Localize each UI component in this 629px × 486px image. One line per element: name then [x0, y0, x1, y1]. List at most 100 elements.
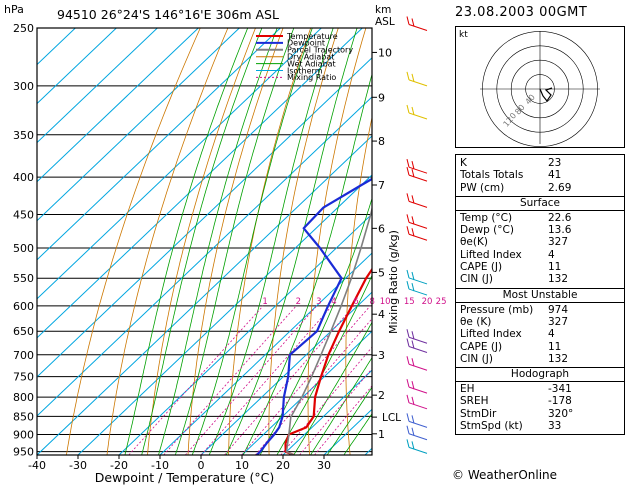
wind-barb-flag — [406, 394, 410, 403]
most-unstable-row: θe (K) 327 — [460, 315, 569, 328]
wind-barb-flag — [411, 73, 415, 82]
surface-section: Temp (°C) 22.6 Dewp (°C) 13.6 θe(K) 327 Lif… — [456, 211, 624, 288]
surface-row: Temp (°C) 22.6 — [460, 211, 572, 224]
wind-barb-flag — [406, 338, 410, 347]
surface-row: Lifted Index 4 — [460, 248, 555, 261]
wind-barb-flag — [406, 329, 410, 338]
isotherm-line — [37, 28, 199, 183]
wind-barb-flag — [406, 193, 410, 202]
wet-adiabat-line — [225, 28, 358, 455]
pressure-tick-label: 850 — [13, 410, 34, 423]
pressure-tick-label: 900 — [13, 429, 34, 442]
km-tick-label: 4 — [378, 308, 385, 321]
wind-barb — [408, 79, 428, 87]
most-unstable-section: Pressure (mb) 974 θe (K) 327 Lifted Index 4… — [456, 303, 624, 367]
wet-adiabat-line — [242, 72, 372, 455]
wind-barb — [408, 233, 428, 241]
wind-barb-flag — [411, 168, 415, 178]
mixing-ratio-label: 2 — [296, 297, 301, 307]
wind-barb — [408, 446, 428, 454]
km-tick-label: 6 — [378, 222, 385, 235]
pressure-tick-label: 750 — [13, 371, 34, 384]
x-tick-label: 20 — [276, 459, 290, 472]
mixing-ratio-line — [163, 305, 297, 455]
legend-label: Parcel Trajectory — [287, 46, 353, 55]
wind-barb — [408, 166, 428, 174]
hodograph-section: EH -341 SREH -178 StmDir 320° StmSpd (kt) 33 — [456, 382, 624, 434]
most-unstable-row: CIN (J) 132 — [460, 352, 569, 365]
wind-barb-flag — [406, 71, 410, 80]
wind-barb-flag — [406, 166, 410, 176]
most-unstable-header: Most Unstable — [456, 287, 624, 303]
mixing-ratio-label: 1 — [262, 297, 267, 307]
wet-adiabat-line — [208, 28, 334, 455]
x-tick-label: 10 — [235, 459, 249, 472]
index-row-totals: Totals Totals 41 — [460, 169, 562, 182]
pressure-tick-label: 950 — [13, 446, 34, 459]
wind-barb — [408, 174, 428, 182]
isotherm-line — [282, 369, 372, 455]
wind-barb — [408, 336, 428, 344]
wind-barb — [408, 288, 428, 296]
wind-barb — [408, 24, 428, 32]
isotherm-line — [37, 28, 117, 105]
wind-barb-flag — [411, 228, 415, 237]
wind-barb — [408, 277, 428, 285]
wind-barb — [408, 346, 428, 353]
km-asl-label: ASL — [375, 16, 395, 28]
isotherm-line — [37, 28, 281, 261]
mixing-ratio-line — [128, 305, 264, 455]
surface-header: Surface — [456, 195, 624, 211]
wet-adiabat-line — [276, 274, 372, 455]
wind-barb — [408, 402, 428, 410]
most-unstable-row: CAPE (J) 11 — [460, 340, 562, 353]
pressure-tick-label: 350 — [13, 129, 34, 142]
mixing-ratio-label: 15 — [404, 297, 415, 307]
mixing-ratio-label: 6 — [353, 297, 358, 307]
km-tick-label: 7 — [378, 179, 385, 192]
isotherm-line — [77, 174, 372, 455]
wind-barb-flag — [411, 358, 415, 367]
wet-adiabat-line — [174, 28, 295, 455]
dry-adiabat-line — [106, 28, 229, 455]
hodograph-row: StmSpd (kt) 33 — [460, 420, 562, 433]
wind-barb-flag — [411, 195, 415, 204]
mixing-ratio-line — [184, 305, 318, 455]
hodograph-row: EH -341 — [460, 383, 572, 396]
plot-frame — [36, 27, 373, 456]
wind-barb-flag — [406, 159, 410, 168]
wind-barb-flag — [406, 226, 410, 235]
km-tick-label: 2 — [378, 389, 385, 402]
pressure-tick-label: 300 — [13, 80, 34, 93]
legend-label: Dry Adiabat — [287, 53, 334, 62]
most-unstable-row: Lifted Index 4 — [460, 328, 555, 341]
pressure-unit-label: hPa — [4, 3, 24, 16]
mixing-ratio-line — [224, 305, 355, 455]
dry-adiabat-line — [187, 28, 284, 455]
wind-barb-flag — [411, 441, 415, 450]
wind-barb-flag — [411, 216, 415, 225]
x-tick-label: -20 — [110, 459, 128, 472]
series-parcel-trajectory — [285, 205, 372, 455]
indices-general: K 23 Totals Totals 41 PW (cm) 2.69 — [456, 155, 624, 196]
km-tick-label: 10 — [378, 46, 392, 59]
surface-row: θe(K) 327 — [460, 236, 569, 249]
wind-barb-flag — [411, 161, 415, 170]
mixing-ratio-label: 10 — [380, 297, 391, 307]
km-unit-label: km — [375, 4, 391, 16]
pressure-tick-label: 650 — [13, 325, 34, 338]
most-unstable-row: Pressure (mb) 974 — [460, 303, 569, 316]
wind-barb-flag — [411, 271, 415, 281]
dry-adiabat-line — [147, 28, 256, 455]
isotherm-line — [200, 291, 372, 455]
wind-barb-flag — [411, 106, 415, 116]
pressure-tick-label: 800 — [13, 391, 34, 404]
hodograph-unit-label: kt — [459, 30, 468, 40]
km-tick-label: 8 — [378, 135, 385, 148]
pressure-tick-label: 250 — [13, 22, 34, 35]
wind-barb-flag — [406, 269, 410, 279]
mixing-ratio-axis-title: Mixing Ratio (g/kg) — [387, 230, 400, 334]
wind-barb-flag — [406, 413, 410, 422]
wind-barb-flag — [406, 356, 410, 365]
